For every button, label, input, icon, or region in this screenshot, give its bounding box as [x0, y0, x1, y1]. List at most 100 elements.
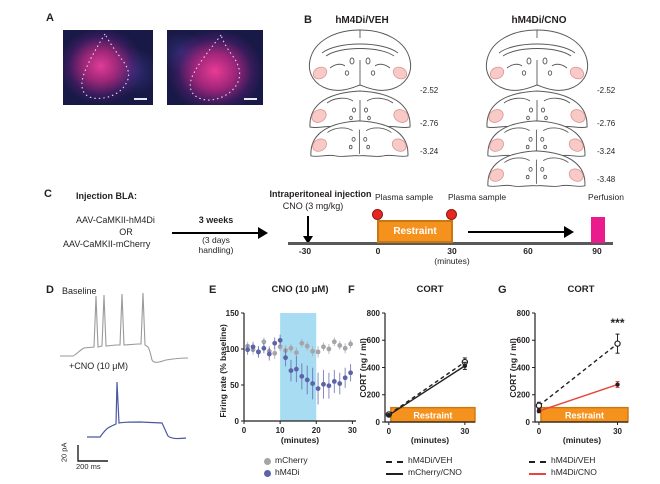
chart-e-title: CNO (10 μM) — [271, 284, 329, 295]
cno-trace-label: +CNO (10 μM) — [69, 361, 128, 371]
bla-micrograph-left — [63, 30, 153, 105]
scalebar-ms-label: 200 ms — [76, 462, 101, 471]
timeline-axis — [288, 242, 613, 245]
chart-f-title: CORT — [416, 284, 444, 295]
scale-bars — [77, 445, 108, 462]
plasma-sample-dot-2 — [446, 209, 457, 220]
dashed-line-icon — [529, 461, 546, 463]
svg-text:800: 800 — [517, 309, 531, 318]
atlas-title-cno: hM4Di/CNO — [511, 15, 567, 26]
svg-text:150: 150 — [226, 309, 240, 318]
plasma-sample-label-1: Plasma sample — [374, 192, 434, 202]
svg-text:0: 0 — [235, 417, 240, 426]
bregma-label: -2.76 — [420, 119, 439, 128]
legend-label: hM4Di — [275, 467, 300, 477]
legend-label: hM4Di/VEH — [551, 455, 596, 465]
svg-text:600: 600 — [367, 336, 381, 345]
panel-b-label: B — [304, 14, 312, 26]
legend-item-mcherry-cno: mCherry/CNO — [386, 467, 486, 480]
svg-text:0: 0 — [526, 418, 531, 427]
injection-arrowhead-icon — [303, 236, 313, 244]
svg-text:0: 0 — [376, 418, 381, 427]
chart-f-plot: Restraint 0 30 0 200 400 600 800 — [367, 309, 476, 436]
atlas-column-cno — [485, 29, 589, 187]
legend-item-veh: hM4Di/VEH — [386, 455, 486, 468]
timeline-arrowhead-icon — [564, 226, 574, 238]
mcherry-dot-icon — [264, 458, 271, 465]
svg-text:600: 600 — [517, 336, 531, 345]
atlas-title-veh: hM4Di/VEH — [335, 15, 389, 26]
legend-label: hM4Di/VEH — [408, 455, 453, 465]
ip-injection-sub: CNO (3 mg/kg) — [282, 201, 344, 211]
bregma-label: -3.24 — [420, 147, 439, 156]
interval-bottom-label-2: handling) — [198, 245, 234, 255]
injection-arrow — [307, 216, 309, 237]
virus-2-label: AAV-CaMKII-mCherry — [63, 239, 151, 249]
red-line-icon — [529, 473, 546, 475]
injection-site-title: Injection BLA: — [76, 191, 137, 201]
bregma-label: -2.52 — [597, 86, 616, 95]
scale-bar — [244, 98, 257, 100]
bregma-label: -3.48 — [597, 175, 616, 184]
cno-trace — [87, 381, 187, 440]
atlas-column-veh — [308, 29, 412, 157]
svg-text:100: 100 — [226, 345, 240, 354]
interval-top-label: 3 weeks — [198, 215, 234, 225]
svg-text:800: 800 — [367, 309, 381, 318]
bregma-label: -3.24 — [597, 147, 616, 156]
hm4di-dot-icon — [264, 470, 271, 477]
legend-label: mCherry — [275, 455, 308, 465]
or-label: OR — [119, 227, 133, 237]
solid-line-icon — [386, 473, 403, 475]
chart-f-xlabel: (minutes) — [410, 435, 450, 445]
timeline-tick: 30 — [447, 246, 457, 256]
svg-text:30: 30 — [613, 427, 622, 436]
timeline-tick: 90 — [592, 246, 602, 256]
interval-bottom-label-1: (3 days — [202, 235, 230, 245]
virus-1-label: AAV-CaMKII-hM4Di — [76, 215, 155, 225]
bregma-label: -2.52 — [420, 86, 439, 95]
timeline-tick: 0 — [375, 246, 381, 256]
timeline-tick: 60 — [523, 246, 533, 256]
legend-item-veh: hM4Di/VEH — [529, 455, 629, 468]
panel-c-label: C — [44, 188, 52, 200]
plasma-sample-label-2: Plasma sample — [447, 192, 507, 202]
svg-text:0: 0 — [537, 427, 542, 436]
timeline-tick: -30 — [298, 246, 312, 256]
panel-e-label: E — [209, 284, 217, 296]
panel-g-label: G — [498, 284, 507, 296]
baseline-trace — [60, 292, 189, 363]
three-weeks-arrowhead-icon — [258, 227, 268, 239]
baseline-label: Baseline — [62, 286, 97, 296]
panel-a-label: A — [46, 12, 54, 24]
ephys-traces — [60, 292, 189, 462]
svg-text:200: 200 — [367, 391, 381, 400]
chart-e-xlabel: (minutes) — [280, 435, 320, 445]
timeline-arrow — [468, 231, 566, 233]
dashed-line-icon — [386, 461, 403, 463]
scale-bar — [134, 98, 147, 100]
svg-text:20: 20 — [312, 426, 321, 435]
scalebar-pa-label: 20 pA — [59, 442, 69, 463]
panel-f-label: F — [348, 284, 355, 296]
panel-d-label: D — [46, 284, 54, 296]
legend-label: mCherry/CNO — [408, 467, 462, 477]
timeline-minutes-label: (minutes) — [434, 256, 470, 266]
svg-text:Restraint: Restraint — [565, 411, 604, 421]
svg-text:400: 400 — [367, 363, 381, 372]
svg-text:10: 10 — [276, 426, 285, 435]
legend-item-hm4di-cno: hM4Di/CNO — [529, 467, 629, 480]
svg-text:30: 30 — [460, 427, 469, 436]
chart-g-xlabel: (minutes) — [562, 435, 602, 445]
svg-text:400: 400 — [517, 363, 531, 372]
restraint-box: Restraint — [377, 220, 453, 243]
chart-g-title: CORT — [567, 284, 595, 295]
legend-item-hm4di: hM4Di — [264, 467, 344, 480]
svg-text:0: 0 — [387, 427, 392, 436]
svg-text:0: 0 — [242, 426, 247, 435]
plasma-sample-dot-1 — [372, 209, 383, 220]
bla-outline-right — [189, 33, 241, 101]
chart-e-plot: 0 10 20 30 0 50 100 150 — [226, 309, 358, 435]
bla-micrograph-right — [167, 30, 263, 105]
